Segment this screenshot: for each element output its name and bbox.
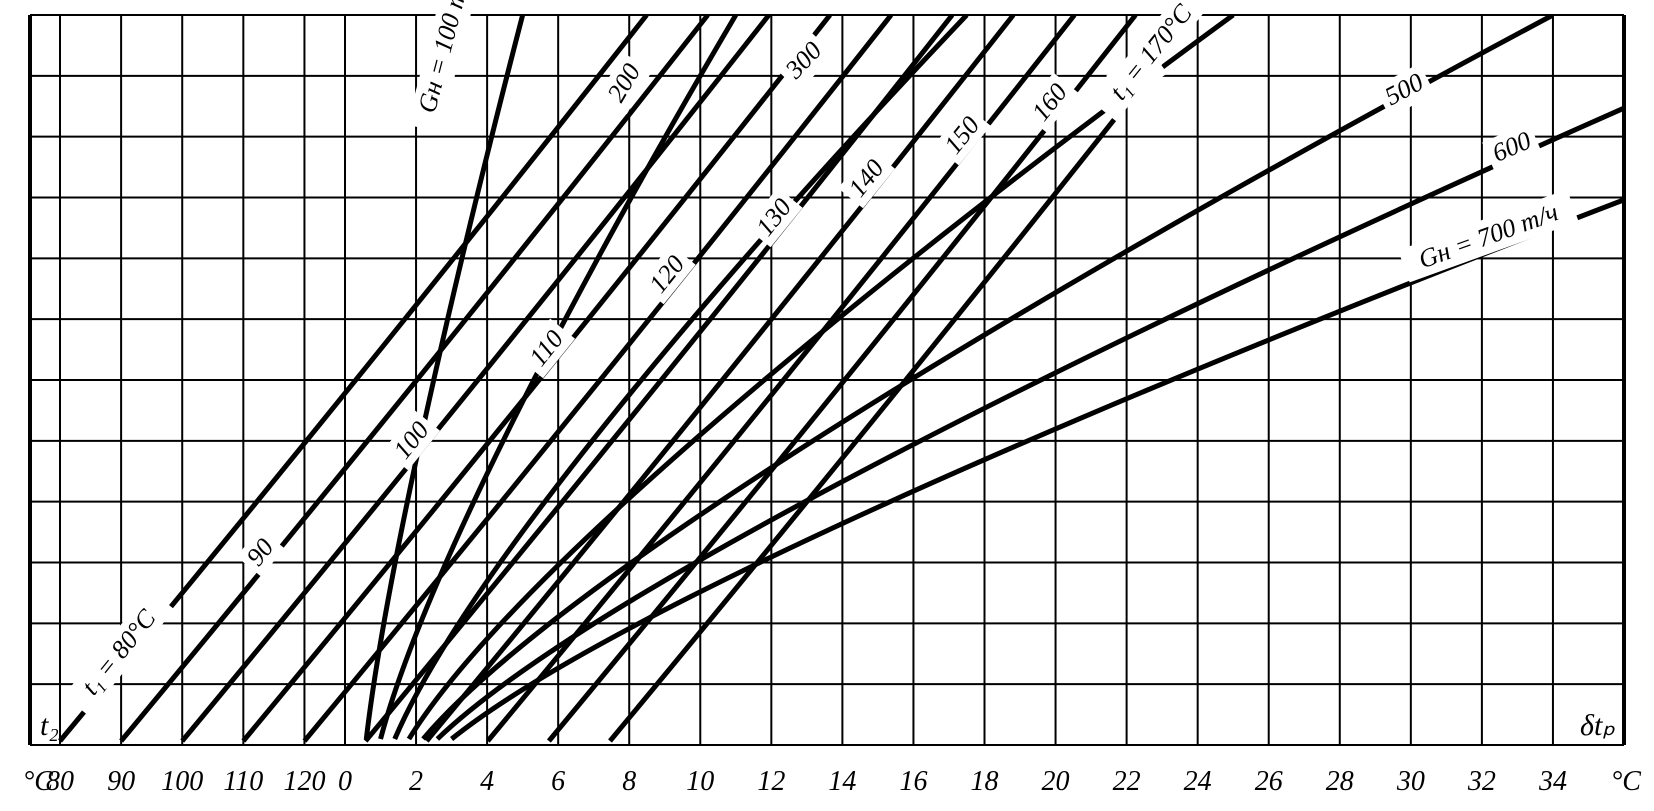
chart-svg: Gн = 100 m/ч200300400500600Gн = 700 m/чt… — [0, 0, 1654, 811]
x-tick-right: 16 — [899, 766, 927, 797]
x-tick-right: 18 — [971, 766, 999, 797]
x-tick-left: 80 — [46, 766, 74, 797]
x-tick-left: 100 — [161, 766, 203, 797]
x-tick-right: 24 — [1184, 766, 1212, 797]
x-tick-right: 10 — [686, 766, 714, 797]
x-tick-right: 26 — [1255, 766, 1283, 797]
x-tick-left: 90 — [107, 766, 135, 797]
x-tick-right: 12 — [757, 766, 785, 797]
x-tick-right: 34 — [1538, 766, 1567, 797]
x-tick-left: 120 — [283, 766, 325, 797]
x-tick-right: 22 — [1113, 766, 1141, 797]
x-tick-right: 32 — [1467, 766, 1496, 797]
x-tick-right: 30 — [1396, 766, 1425, 797]
x-tick-right: 2 — [409, 766, 423, 797]
x-tick-right: 14 — [828, 766, 856, 797]
nomograph-chart: Gн = 100 m/ч200300400500600Gн = 700 m/чt… — [0, 0, 1654, 811]
axis-label-t2: t₂ — [40, 709, 59, 742]
x-tick-right: 20 — [1042, 766, 1070, 797]
axis-label-dtp: δtₚ — [1580, 709, 1615, 742]
x-tick-right: 28 — [1326, 766, 1354, 797]
unit-right: °C — [1611, 766, 1641, 797]
x-tick-right: 8 — [622, 766, 636, 797]
x-tick-left: 110 — [223, 766, 263, 797]
x-tick-right: 0 — [338, 766, 352, 797]
x-tick-right: 6 — [551, 766, 565, 797]
x-tick-right: 4 — [480, 766, 494, 797]
